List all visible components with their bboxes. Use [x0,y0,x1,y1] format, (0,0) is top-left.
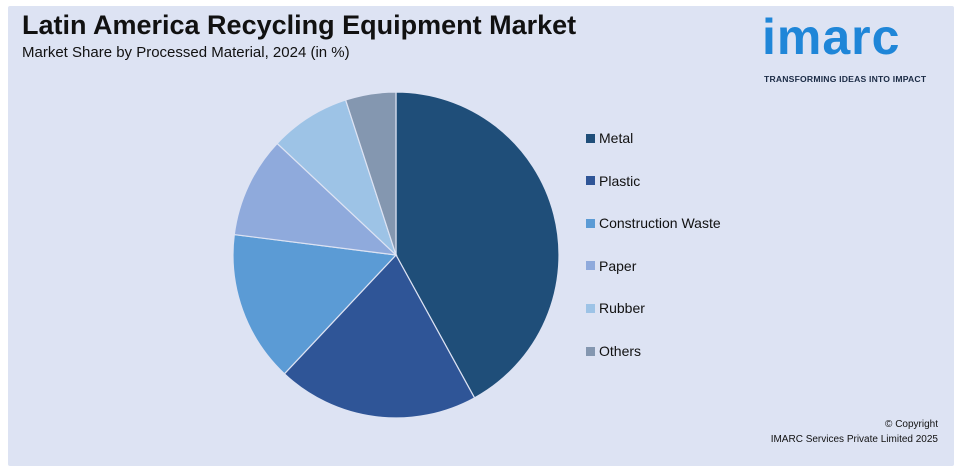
pie-slice-metal [395,91,560,399]
legend-item-rubber: Rubber [586,298,645,318]
pie-chart [232,91,560,419]
legend-swatch [586,176,595,186]
legend-label: Plastic [599,172,641,189]
imarc-logo: imarc TRANSFORMING IDEAS INTO IMPACT [752,8,938,92]
legend-label: Construction Waste [599,215,721,232]
legend-swatch [586,218,595,228]
legend-label: Rubber [599,300,645,317]
copyright-notice: © Copyright IMARC Services Private Limit… [771,417,938,447]
logo-tagline: TRANSFORMING IDEAS INTO IMPACT [764,74,927,84]
page-title: Latin America Recycling Equipment Market [22,10,577,40]
copyright-line-2: IMARC Services Private Limited 2025 [770,434,938,445]
pie-slice-paper [233,142,398,256]
legend-swatch [586,133,595,143]
legend-item-construction-waste: Construction Waste [586,213,721,233]
chart-subtitle: Market Share by Processed Material, 2024… [22,44,350,61]
legend-swatch [586,346,595,356]
legend-label: Metal [599,130,634,146]
pie-slice-plastic [283,253,476,419]
legend-item-metal: Metal [586,128,633,148]
legend-item-plastic: Plastic [586,171,640,191]
legend-swatch [586,303,595,313]
legend-item-paper: Paper [586,256,636,276]
legend-label: Others [599,343,642,359]
legend-swatch [586,261,595,271]
legend-label: Paper [599,257,637,274]
pie-slice-construction-waste [232,233,398,375]
logo-wordmark: imarc [762,9,901,65]
legend-item-others: Others [586,341,641,361]
pie-slice-others [344,91,397,256]
copyright-line-1: © Copyright [885,419,938,430]
